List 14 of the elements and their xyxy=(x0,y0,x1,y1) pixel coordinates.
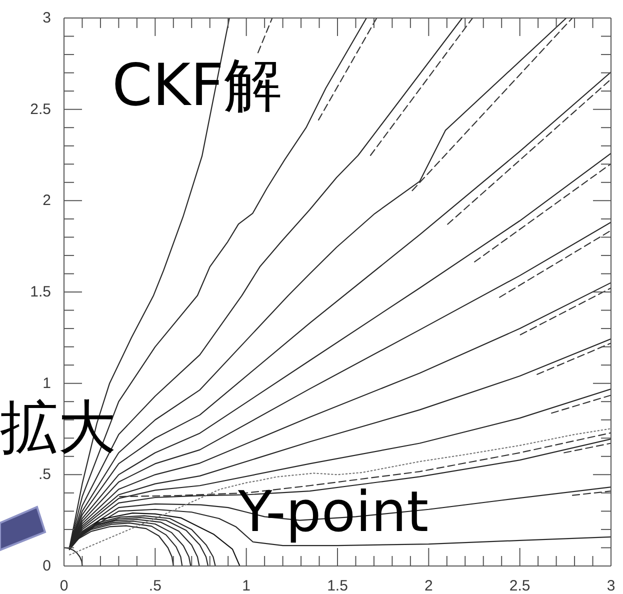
x-tick-label: .5 xyxy=(148,578,162,594)
x-tick-label: 1 xyxy=(242,578,251,594)
y-tick-label: 2.5 xyxy=(30,100,51,118)
y-tick-label: 1 xyxy=(42,374,51,392)
x-tick-label: 2.5 xyxy=(509,578,530,594)
y-tick-label: 0 xyxy=(42,558,51,574)
y-tick-label: 1.5 xyxy=(30,284,51,300)
x-tick-label: 0 xyxy=(60,578,68,594)
x-tick-label: 1.5 xyxy=(327,578,348,594)
y-tick-label: .5 xyxy=(38,466,51,484)
x-tick-label: 2 xyxy=(424,578,433,594)
y-tick-label: 2 xyxy=(42,192,51,210)
y-tick-label: 3 xyxy=(42,10,51,26)
x-tick-label: 3 xyxy=(606,578,616,594)
